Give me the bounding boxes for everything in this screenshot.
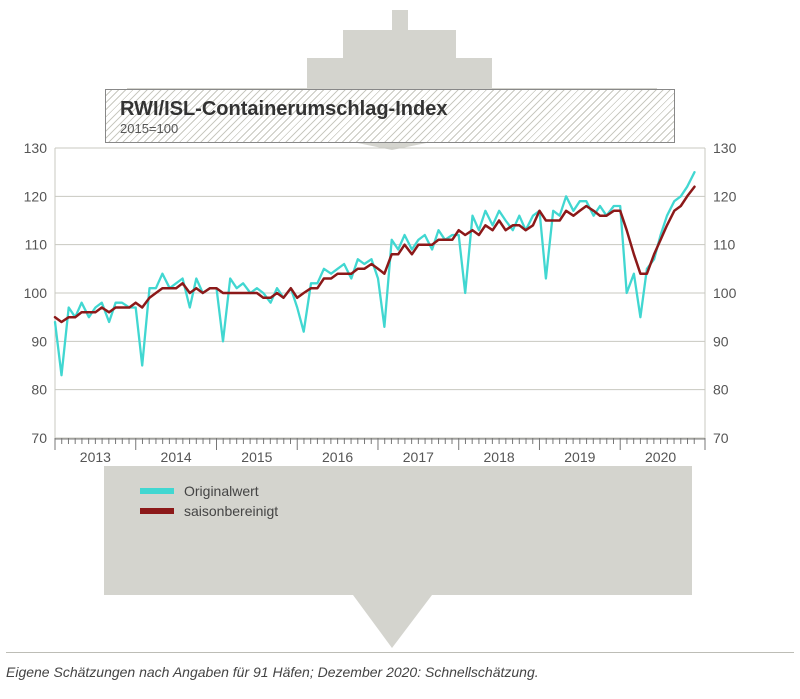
- line-chart: 70 70 80 80 90 90 100 100 110 110 120 120 130 130 2013…: [0, 0, 800, 699]
- svg-text:2015: 2015: [241, 449, 272, 465]
- svg-text:70: 70: [31, 430, 47, 446]
- legend-swatch: [140, 488, 174, 494]
- svg-text:2017: 2017: [403, 449, 434, 465]
- svg-text:130: 130: [713, 140, 737, 156]
- svg-text:80: 80: [31, 382, 47, 398]
- svg-text:110: 110: [713, 237, 736, 253]
- footnote-divider: [6, 652, 794, 653]
- svg-text:2020: 2020: [645, 449, 676, 465]
- svg-text:80: 80: [713, 382, 729, 398]
- svg-text:120: 120: [24, 188, 48, 204]
- svg-text:110: 110: [25, 237, 48, 253]
- svg-text:120: 120: [713, 188, 737, 204]
- svg-text:100: 100: [24, 285, 48, 301]
- legend-item: saisonbereinigt: [140, 503, 278, 519]
- legend-label: Originalwert: [184, 483, 259, 499]
- svg-text:70: 70: [713, 430, 729, 446]
- svg-text:90: 90: [31, 333, 47, 349]
- svg-text:2014: 2014: [161, 449, 192, 465]
- legend: Originalwert saisonbereinigt: [140, 483, 278, 523]
- svg-text:130: 130: [24, 140, 48, 156]
- series-Originalwert: [55, 172, 695, 375]
- footnote: Eigene Schätzungen nach Angaben für 91 H…: [6, 664, 539, 680]
- svg-text:2018: 2018: [484, 449, 515, 465]
- svg-text:2013: 2013: [80, 449, 111, 465]
- svg-text:100: 100: [713, 285, 737, 301]
- svg-text:2016: 2016: [322, 449, 353, 465]
- legend-item: Originalwert: [140, 483, 278, 499]
- legend-label: saisonbereinigt: [184, 503, 278, 519]
- svg-text:2019: 2019: [564, 449, 595, 465]
- svg-text:90: 90: [713, 333, 729, 349]
- legend-swatch: [140, 508, 174, 514]
